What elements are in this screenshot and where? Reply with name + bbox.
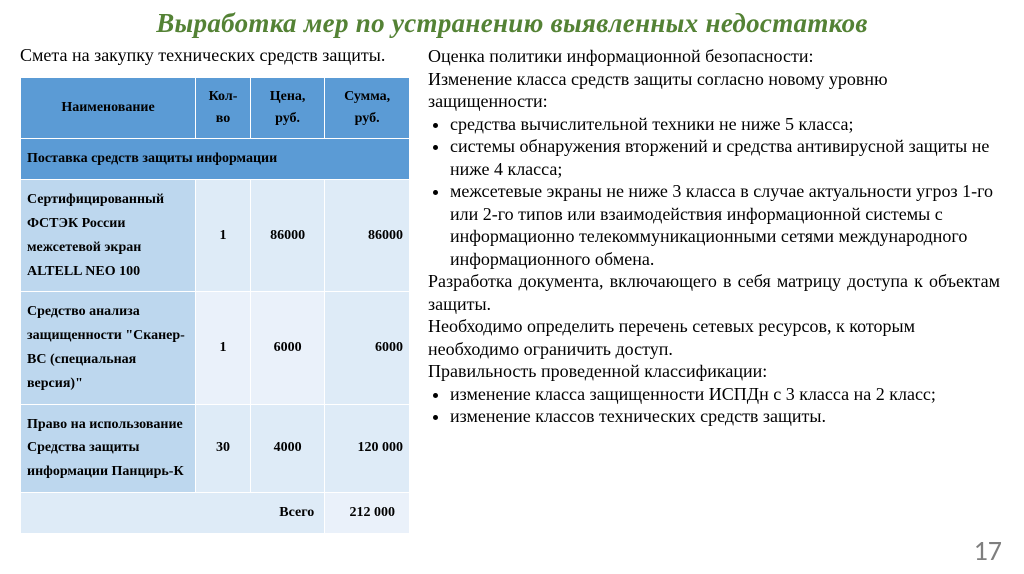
- table-row: Право на использование Средства защиты и…: [21, 404, 410, 492]
- cell-qty: 30: [196, 404, 251, 492]
- cell-name: Право на использование Средства защиты и…: [21, 404, 196, 492]
- bullet-list: средства вычислительной техники не ниже …: [428, 113, 1000, 271]
- cell-name: Средство анализа защищенности "Сканер-ВС…: [21, 292, 196, 404]
- cell-sum: 6000: [325, 292, 410, 404]
- cell-sum: 86000: [325, 180, 410, 292]
- list-item: изменение классов технических средств за…: [450, 405, 1000, 428]
- left-column: Смета на закупку технических средств защ…: [20, 45, 410, 534]
- paragraph: Изменение класса средств защиты согласно…: [428, 68, 1000, 113]
- list-item: изменение класса защищенности ИСПДн с 3 …: [450, 383, 1000, 406]
- list-item: средства вычислительной техники не ниже …: [450, 113, 1000, 136]
- col-name: Наименование: [21, 77, 196, 139]
- col-qty: Кол-во: [196, 77, 251, 139]
- content-area: Смета на закупку технических средств защ…: [0, 45, 1024, 534]
- table-total-row: Всего 212 000: [21, 492, 410, 533]
- cell-sum: 120 000: [325, 404, 410, 492]
- paragraph: Разработка документа, включающего в себя…: [428, 270, 1000, 315]
- col-price: Цена, руб.: [250, 77, 324, 139]
- cell-price: 4000: [250, 404, 324, 492]
- col-sum: Сумма, руб.: [325, 77, 410, 139]
- bullet-list: изменение класса защищенности ИСПДн с 3 …: [428, 383, 1000, 428]
- cell-price: 6000: [250, 292, 324, 404]
- estimate-table: Наименование Кол-во Цена, руб. Сумма, ру…: [20, 77, 410, 534]
- page-title: Выработка мер по устранению выявленных н…: [0, 0, 1024, 45]
- table-section-row: Поставка средств защиты информации: [21, 139, 410, 180]
- list-item: системы обнаружения вторжений и средства…: [450, 135, 1000, 180]
- list-item: межсетевые экраны не ниже 3 класса в слу…: [450, 180, 1000, 270]
- paragraph: Оценка политики информационной безопасно…: [428, 45, 1000, 68]
- table-header-row: Наименование Кол-во Цена, руб. Сумма, ру…: [21, 77, 410, 139]
- page-number: 17: [974, 533, 1002, 568]
- total-label-cell: Всего: [21, 492, 325, 533]
- paragraph: Необходимо определить перечень сетевых р…: [428, 315, 1000, 360]
- cell-qty: 1: [196, 292, 251, 404]
- cell-price: 86000: [250, 180, 324, 292]
- cell-name: Сертифицированный ФСТЭК России межсетево…: [21, 180, 196, 292]
- total-value-cell: 212 000: [325, 492, 410, 533]
- table-row: Сертифицированный ФСТЭК России межсетево…: [21, 180, 410, 292]
- table-caption: Смета на закупку технических средств защ…: [20, 45, 410, 67]
- paragraph: Правильность проведенной классификации:: [428, 360, 1000, 383]
- table-row: Средство анализа защищенности "Сканер-ВС…: [21, 292, 410, 404]
- section-title-cell: Поставка средств защиты информации: [21, 139, 410, 180]
- right-column: Оценка политики информационной безопасно…: [428, 45, 1008, 534]
- cell-qty: 1: [196, 180, 251, 292]
